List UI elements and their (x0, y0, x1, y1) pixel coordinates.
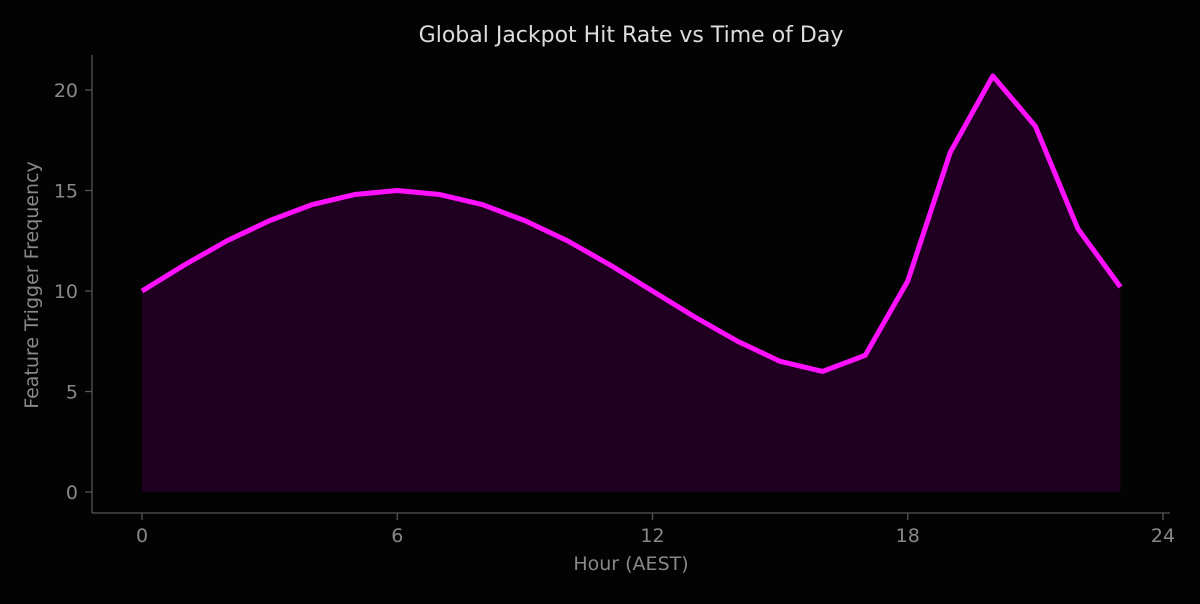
x-tick-label: 0 (136, 525, 148, 547)
x-tick-label: 24 (1151, 525, 1175, 547)
chart-title: Global Jackpot Hit Rate vs Time of Day (419, 23, 844, 48)
y-tick-label: 0 (66, 482, 78, 504)
y-tick-label: 10 (54, 281, 78, 303)
y-ticks: 0 5 10 15 20 (54, 80, 92, 504)
series-area-fill (142, 76, 1120, 492)
x-tick-label: 18 (896, 525, 920, 547)
y-tick-label: 20 (54, 80, 78, 102)
x-axis-label: Hour (AEST) (573, 553, 688, 575)
x-ticks: 0 6 12 18 24 (136, 513, 1175, 547)
plot-area (142, 76, 1121, 492)
y-tick-label: 15 (54, 181, 78, 203)
y-axis-label: Feature Trigger Frequency (21, 161, 43, 409)
x-tick-label: 6 (391, 525, 403, 547)
y-tick-label: 5 (66, 382, 78, 404)
x-tick-label: 12 (640, 525, 664, 547)
